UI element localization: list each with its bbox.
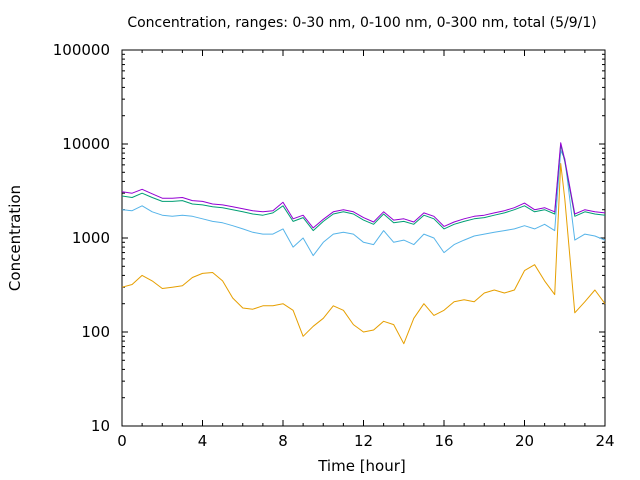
x-tick-label: 0 (117, 432, 127, 450)
axis-ticks: 0 4 8 12 16 20 24 10 100 1000 10000 100000 (53, 41, 615, 450)
x-tick-label: 12 (354, 432, 373, 450)
x-tick-label: 8 (278, 432, 288, 450)
series-line-4 (121, 142, 606, 229)
chart-title: Concentration, ranges: 0-30 nm, 0-100 nm… (127, 15, 596, 31)
x-tick-label: 20 (515, 432, 534, 450)
y-tick-label: 10 (91, 417, 110, 435)
series-line-1 (121, 163, 606, 345)
x-tick-label: 24 (595, 432, 614, 450)
y-tick-label: 10000 (62, 135, 110, 153)
plot-frame (121, 49, 606, 427)
y-tick-label: 100 (81, 323, 110, 341)
x-axis-label: Time [hour] (317, 457, 406, 475)
x-tick-label: 16 (434, 432, 453, 450)
series-line-2 (121, 150, 606, 257)
y-tick-label: 100000 (53, 41, 110, 59)
series-layer (121, 142, 606, 345)
series-line-3 (121, 144, 606, 232)
x-tick-label: 4 (198, 432, 208, 450)
y-tick-label: 1000 (72, 229, 110, 247)
y-axis-label: Concentration (6, 185, 24, 291)
